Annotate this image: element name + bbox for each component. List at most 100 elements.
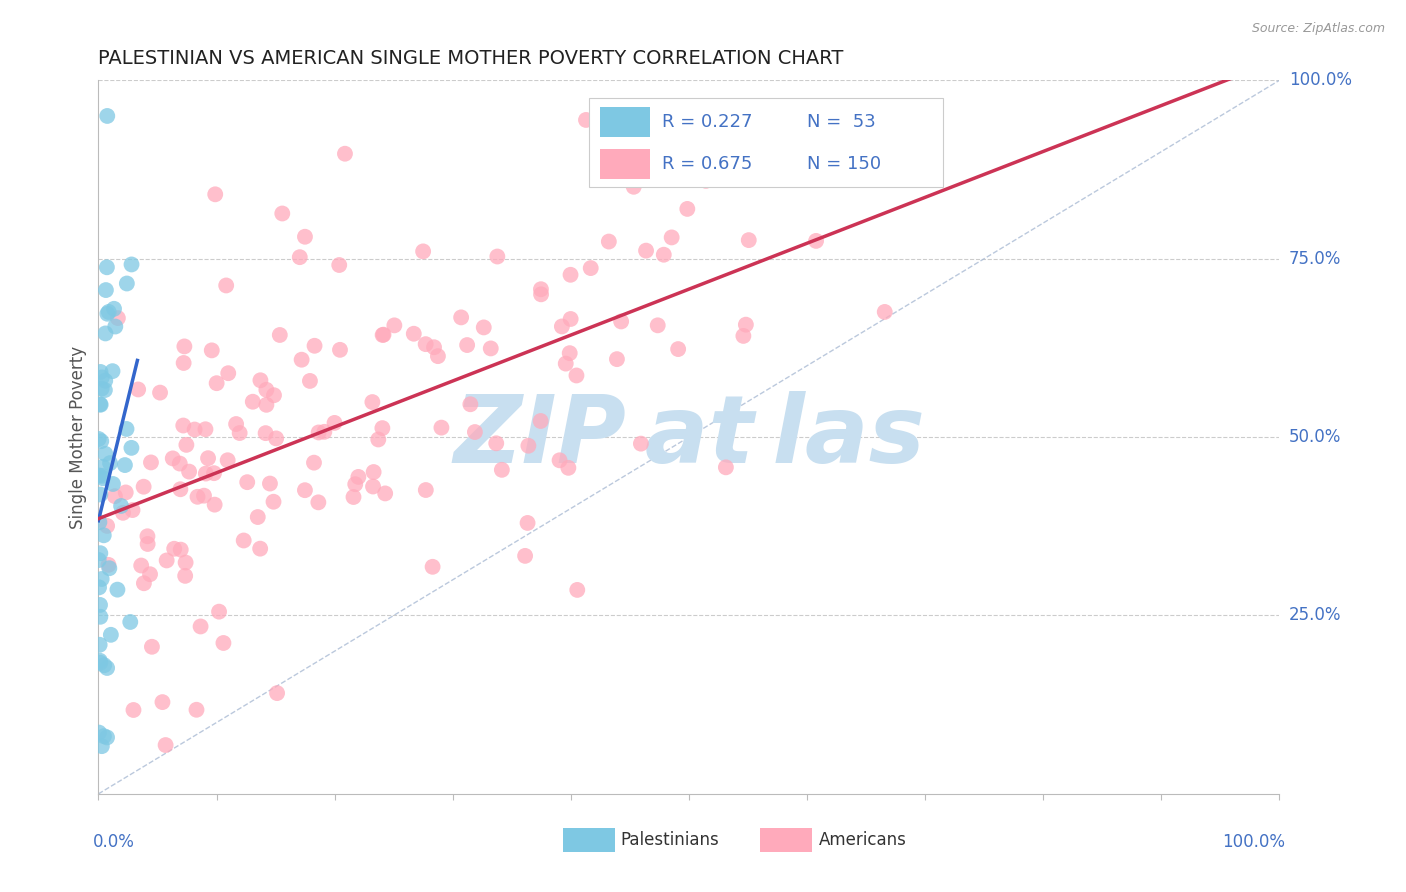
Point	[96, 260, 118, 275]
Point	[217, 453, 239, 467]
Point	[89, 365, 111, 379]
Point	[101, 477, 124, 491]
Point	[94, 374, 117, 388]
Text: N =  53: N = 53	[807, 112, 876, 130]
Point	[89, 598, 111, 612]
Point	[426, 349, 449, 363]
Point	[557, 460, 579, 475]
Point	[344, 477, 367, 491]
Point	[90, 382, 112, 396]
FancyBboxPatch shape	[759, 828, 811, 853]
Point	[121, 257, 143, 271]
Point	[89, 515, 111, 529]
Point	[98, 561, 121, 575]
Point	[623, 179, 645, 194]
Point	[373, 327, 395, 342]
Point	[415, 483, 437, 497]
Text: 100.0%: 100.0%	[1222, 833, 1285, 851]
Point	[228, 425, 250, 440]
Point	[308, 425, 330, 440]
Point	[120, 615, 142, 629]
Point	[90, 370, 112, 384]
Text: PALESTINIAN VS AMERICAN SINGLE MOTHER POVERTY CORRELATION CHART: PALESTINIAN VS AMERICAN SINGLE MOTHER PO…	[98, 48, 844, 68]
Point	[115, 277, 138, 291]
Text: Americans: Americans	[818, 831, 907, 849]
Point	[263, 388, 285, 402]
Point	[212, 636, 235, 650]
Point	[96, 307, 118, 321]
Point	[136, 537, 159, 551]
Point	[87, 553, 110, 567]
Point	[100, 628, 122, 642]
Point	[94, 383, 117, 397]
Point	[111, 506, 134, 520]
Point	[374, 486, 396, 500]
Text: 0.0%: 0.0%	[93, 833, 135, 851]
Point	[342, 490, 364, 504]
Point	[204, 187, 226, 202]
Point	[269, 328, 291, 343]
Point	[104, 489, 127, 503]
Point	[204, 498, 226, 512]
Text: 75.0%: 75.0%	[1289, 250, 1341, 268]
Point	[174, 556, 197, 570]
Point	[636, 244, 658, 258]
Point	[288, 250, 311, 264]
Point	[232, 533, 254, 548]
Point	[91, 471, 114, 485]
Point	[606, 352, 628, 367]
Point	[155, 738, 177, 752]
Point	[567, 582, 589, 597]
Point	[89, 638, 111, 652]
Point	[87, 432, 110, 446]
Point	[430, 420, 453, 434]
Point	[173, 356, 195, 370]
Point	[298, 374, 321, 388]
FancyBboxPatch shape	[600, 107, 650, 136]
Point	[249, 541, 271, 556]
Point	[194, 422, 217, 436]
Point	[517, 439, 540, 453]
Point	[156, 553, 179, 567]
Point	[610, 314, 633, 328]
Point	[107, 582, 129, 597]
Point	[254, 383, 277, 397]
Point	[516, 516, 538, 530]
Point	[96, 109, 118, 123]
Point	[548, 453, 571, 467]
Point	[263, 494, 285, 508]
Point	[246, 510, 269, 524]
Point	[873, 305, 896, 319]
Point	[173, 339, 195, 353]
Point	[89, 397, 111, 411]
Point	[450, 310, 472, 325]
Point	[565, 368, 588, 383]
Point	[94, 326, 117, 341]
Point	[96, 661, 118, 675]
Point	[101, 364, 124, 378]
Point	[104, 319, 127, 334]
Point	[120, 441, 142, 455]
Point	[90, 434, 112, 449]
Point	[464, 425, 486, 439]
Point	[530, 282, 553, 296]
Point	[205, 376, 228, 391]
Point	[94, 447, 117, 461]
Point	[249, 373, 271, 387]
Point	[460, 397, 482, 411]
Point	[666, 342, 689, 356]
Text: R = 0.675: R = 0.675	[662, 155, 752, 173]
Point	[202, 466, 225, 480]
Point	[323, 416, 346, 430]
Point	[242, 394, 264, 409]
Point	[291, 352, 314, 367]
Point	[264, 432, 287, 446]
Point	[89, 609, 111, 624]
Point	[96, 731, 118, 745]
Point	[714, 460, 737, 475]
Point	[695, 174, 717, 188]
Point	[485, 436, 508, 450]
Point	[371, 421, 394, 435]
Point	[676, 202, 699, 216]
Point	[402, 326, 425, 341]
